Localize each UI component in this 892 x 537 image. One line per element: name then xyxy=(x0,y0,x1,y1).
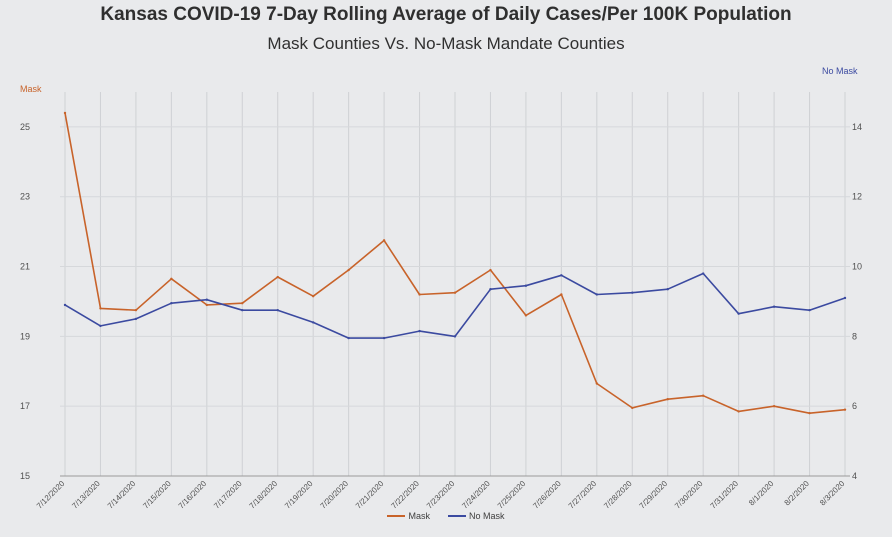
data-point-mask xyxy=(418,293,421,296)
legend-swatch-mask xyxy=(387,515,406,517)
data-point-no-mask xyxy=(560,274,563,277)
x-axis-tick-label: 7/28/2020 xyxy=(602,479,634,511)
data-point-mask xyxy=(382,239,386,242)
x-axis-tick-label: 7/31/2020 xyxy=(709,479,741,511)
x-axis-tick-label: 7/26/2020 xyxy=(531,479,563,511)
legend: Mask No Mask xyxy=(0,511,892,521)
data-point-mask xyxy=(63,111,67,115)
data-point-no-mask xyxy=(737,312,740,315)
data-point-no-mask xyxy=(631,291,634,294)
data-point-mask xyxy=(99,307,102,310)
right-axis-tick-label: 4 xyxy=(852,471,857,481)
legend-label-no-mask: No Mask xyxy=(469,511,505,521)
data-point-mask xyxy=(808,411,811,415)
left-axis-tick-label: 19 xyxy=(20,331,30,341)
data-point-no-mask xyxy=(63,303,67,307)
x-axis-tick-label: 7/18/2020 xyxy=(248,479,280,511)
data-point-mask xyxy=(205,303,209,307)
x-axis-tick-label: 7/16/2020 xyxy=(177,479,209,511)
x-axis-tick-label: 7/24/2020 xyxy=(460,479,492,511)
data-point-no-mask xyxy=(170,302,173,305)
data-point-no-mask xyxy=(453,335,457,338)
x-axis-tick-label: 7/22/2020 xyxy=(389,479,421,511)
data-point-no-mask xyxy=(205,298,209,301)
data-point-no-mask xyxy=(241,308,244,312)
x-axis-tick-label: 7/14/2020 xyxy=(106,479,138,511)
x-axis-tick-label: 7/25/2020 xyxy=(496,479,528,511)
left-axis-tick-label: 25 xyxy=(20,122,30,132)
x-axis-tick-label: 8/2/2020 xyxy=(783,479,812,508)
data-point-mask xyxy=(276,275,279,279)
x-axis-tick-label: 8/1/2020 xyxy=(747,479,776,508)
x-axis-tick-label: 7/29/2020 xyxy=(638,479,670,511)
x-axis-tick-label: 7/20/2020 xyxy=(319,479,351,511)
x-axis-tick-label: 7/23/2020 xyxy=(425,479,457,511)
right-axis-tick-label: 10 xyxy=(852,262,862,272)
left-axis-label: Mask xyxy=(20,84,42,94)
legend-item-no-mask: No Mask xyxy=(448,511,505,521)
x-axis-tick-label: 7/27/2020 xyxy=(567,479,599,511)
data-point-no-mask xyxy=(134,317,138,321)
chart-subtitle: Mask Counties Vs. No-Mask Mandate Counti… xyxy=(267,34,625,53)
data-point-mask xyxy=(453,291,457,294)
x-axis-tick-label: 8/3/2020 xyxy=(818,479,847,508)
data-point-no-mask xyxy=(524,284,528,287)
right-axis-tick-label: 8 xyxy=(852,331,857,341)
data-point-no-mask xyxy=(99,324,102,328)
right-axis-label: No Mask xyxy=(822,66,858,76)
left-axis-tick-label: 23 xyxy=(20,192,30,202)
data-point-mask xyxy=(737,410,740,413)
data-point-mask xyxy=(595,382,599,385)
right-axis-tick-label: 12 xyxy=(852,192,862,202)
data-point-mask xyxy=(701,394,705,397)
chart-title: Kansas COVID-19 7-Day Rolling Average of… xyxy=(100,4,792,25)
data-point-no-mask xyxy=(276,308,279,312)
data-point-no-mask xyxy=(347,336,350,340)
data-point-no-mask xyxy=(489,288,492,291)
data-point-mask xyxy=(524,314,528,317)
data-point-no-mask xyxy=(666,288,669,291)
legend-swatch-no-mask xyxy=(448,515,466,517)
data-point-no-mask xyxy=(843,296,847,300)
x-axis-tick-label: 7/12/2020 xyxy=(35,479,67,511)
x-axis-tick-label: 7/19/2020 xyxy=(283,479,315,511)
x-axis-tick-label: 7/30/2020 xyxy=(673,479,705,511)
legend-item-mask: Mask xyxy=(387,511,430,521)
data-point-mask xyxy=(134,308,138,312)
data-point-no-mask xyxy=(382,336,386,340)
left-axis-tick-label: 17 xyxy=(20,401,30,411)
data-point-mask xyxy=(666,398,669,401)
data-point-mask xyxy=(560,293,563,296)
data-point-no-mask xyxy=(311,321,315,324)
x-axis-tick-label: 7/15/2020 xyxy=(141,479,173,511)
data-point-mask xyxy=(241,302,244,305)
data-point-mask xyxy=(843,408,847,411)
data-point-mask xyxy=(489,268,492,272)
legend-label-mask: Mask xyxy=(408,511,430,521)
data-point-mask xyxy=(347,268,350,272)
data-point-mask xyxy=(311,295,315,298)
right-axis-tick-label: 14 xyxy=(852,122,862,132)
x-axis-tick-label: 7/13/2020 xyxy=(70,479,102,511)
x-axis-tick-label: 7/17/2020 xyxy=(212,479,244,511)
data-point-mask xyxy=(772,404,776,408)
right-axis-tick-label: 6 xyxy=(852,401,857,411)
data-point-no-mask xyxy=(808,308,811,312)
data-point-no-mask xyxy=(595,293,599,296)
data-point-mask xyxy=(631,406,634,410)
x-axis-tick-label: 7/21/2020 xyxy=(354,479,386,511)
data-point-mask xyxy=(170,277,173,280)
data-point-no-mask xyxy=(772,305,776,308)
left-axis-tick-label: 21 xyxy=(20,262,30,272)
data-point-no-mask xyxy=(701,272,705,275)
data-point-no-mask xyxy=(418,329,421,333)
left-axis-tick-label: 15 xyxy=(20,471,30,481)
